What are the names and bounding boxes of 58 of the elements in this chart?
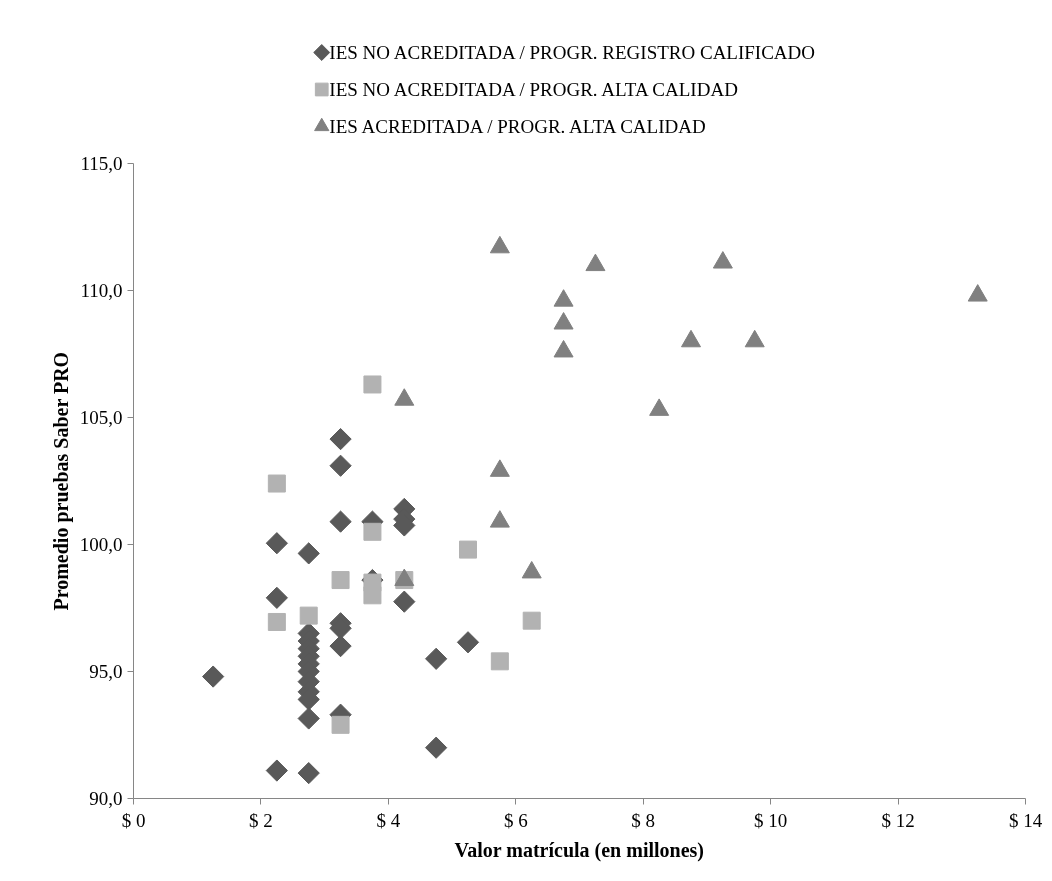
point <box>265 586 288 609</box>
point <box>489 235 510 254</box>
point <box>459 540 477 559</box>
point <box>331 715 350 734</box>
point <box>649 398 670 416</box>
point <box>489 510 510 528</box>
point <box>329 634 352 658</box>
y-tick-label: 115,0 <box>80 153 123 174</box>
point <box>522 611 541 630</box>
point <box>297 542 320 565</box>
x-tick-label: $ 2 <box>249 809 273 831</box>
point <box>363 522 382 541</box>
point <box>490 652 509 671</box>
legend-label: IES NO ACREDITADA / PROGR. REGISTRO CALIFICADO <box>329 42 816 63</box>
y-tick-label: 105,0 <box>79 407 123 428</box>
x-tick-label: $ 12 <box>881 809 915 831</box>
y-tick-label: 90,0 <box>89 788 123 809</box>
point <box>712 251 733 269</box>
legend-label: IES NO ACREDITADA / PROGR. ALTA CALIDAD <box>329 79 738 100</box>
legend-label: IES ACREDITADA / PROGR. ALTA CALIDAD <box>329 116 706 137</box>
point <box>425 736 448 759</box>
point <box>425 647 448 670</box>
point <box>329 454 352 477</box>
point <box>331 571 350 590</box>
x-tick-label: $ 14 <box>1008 809 1043 831</box>
point <box>553 339 574 358</box>
y-tick-label: 110,0 <box>80 280 123 301</box>
point <box>393 590 416 613</box>
point <box>297 761 320 785</box>
point <box>363 586 382 605</box>
point <box>363 375 382 394</box>
point <box>553 312 574 330</box>
point <box>744 329 765 348</box>
x-tick-label: $ 10 <box>754 809 788 831</box>
x-tick-label: $ 8 <box>631 809 656 831</box>
y-tick-label: 100,0 <box>79 534 123 555</box>
point <box>297 707 320 730</box>
point <box>267 474 286 493</box>
point <box>329 427 352 451</box>
point <box>585 253 606 272</box>
point <box>553 289 574 307</box>
x-axis-title: Valor matrícula (en millones) <box>454 838 705 862</box>
x-tick-label: $ 4 <box>376 809 401 831</box>
point <box>681 329 701 348</box>
point <box>329 510 352 533</box>
point <box>489 459 510 477</box>
point <box>299 606 318 625</box>
x-tick-label: $ 6 <box>503 809 528 831</box>
y-axis-title: Promedio pruebas Saber PRO <box>49 351 73 611</box>
point <box>265 759 288 782</box>
point <box>456 631 480 654</box>
point <box>394 388 415 406</box>
y-tick-label: 95,0 <box>89 661 123 682</box>
point <box>267 612 286 631</box>
point <box>265 532 288 555</box>
x-tick-label: $ 0 <box>121 809 146 831</box>
point <box>967 284 988 302</box>
point <box>202 665 225 688</box>
